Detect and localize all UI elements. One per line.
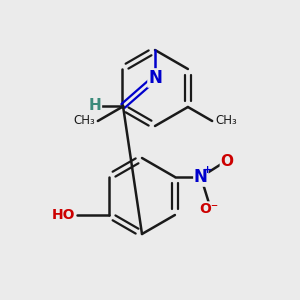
Text: O: O [220,154,233,169]
Text: CH₃: CH₃ [215,113,237,127]
Text: N: N [194,168,208,186]
Text: CH₃: CH₃ [73,113,95,127]
Text: H: H [88,98,101,113]
Text: N: N [148,69,162,87]
Text: O⁻: O⁻ [199,202,218,216]
Text: +: + [203,165,212,175]
Text: HO: HO [52,208,75,222]
